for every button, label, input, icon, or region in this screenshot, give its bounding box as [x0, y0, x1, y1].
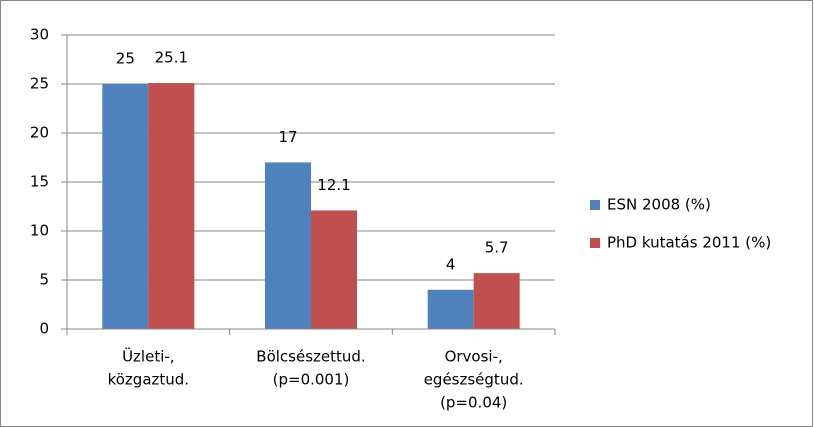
bar [427, 289, 474, 329]
bar [265, 162, 311, 329]
legend-swatch [590, 200, 600, 210]
legend-label: PhD kutatás 2011 (%) [607, 234, 771, 252]
bar [473, 273, 520, 329]
y-tick-label: 10 [30, 222, 49, 240]
x-tick-label: (p=0.001) [273, 371, 350, 389]
bar [102, 84, 149, 329]
bar [311, 210, 357, 329]
bar [148, 83, 195, 330]
data-label: 25.1 [155, 49, 188, 67]
x-tick-label: Üzleti-, [122, 347, 174, 366]
data-label: 4 [446, 255, 456, 273]
y-tick-label: 20 [30, 124, 49, 142]
data-label: 17 [278, 128, 297, 146]
x-tick-label: Orvosi-, [445, 348, 503, 366]
x-tick-label: (p=0.04) [440, 394, 507, 412]
x-tick-label: egészségtud. [424, 371, 524, 389]
y-tick-label: 15 [30, 173, 49, 191]
legend-swatch [590, 238, 600, 248]
y-tick-label: 5 [39, 271, 49, 289]
y-tick-label: 0 [39, 320, 49, 338]
legend-label: ESN 2008 (%) [607, 196, 711, 214]
data-label: 5.7 [485, 239, 509, 257]
y-tick-label: 30 [30, 26, 49, 44]
y-tick-label: 25 [30, 75, 49, 93]
data-label: 12.1 [317, 176, 350, 194]
data-label: 25 [116, 50, 135, 68]
x-tick-label: közgaztud. [108, 371, 189, 389]
x-tick-label: Bölcsészettud. [256, 348, 365, 366]
